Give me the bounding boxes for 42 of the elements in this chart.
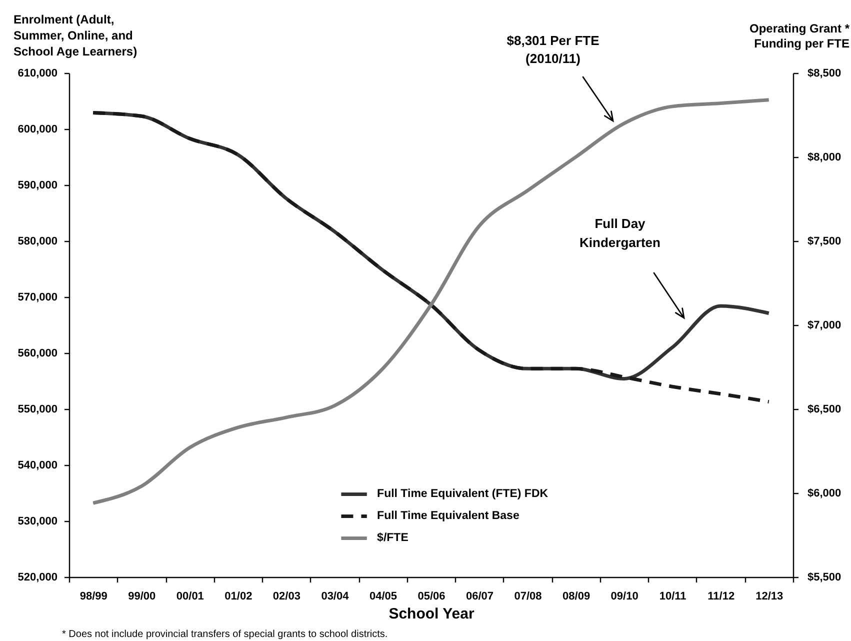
- x-tick-label: 99/00: [128, 590, 156, 602]
- y2-axis-title: Operating Grant * Funding per FTE: [749, 22, 850, 50]
- x-tick-label: 00/01: [176, 590, 204, 602]
- x-tick-label: 06/07: [466, 590, 494, 602]
- x-tick-label: 01/02: [224, 590, 252, 602]
- y-tick-label: 560,000: [18, 348, 58, 360]
- legend-label: $/FTE: [377, 532, 409, 544]
- x-tick-label: 08/09: [562, 590, 590, 602]
- x-tick-label: 03/04: [321, 590, 350, 602]
- x-tick-label: 11/12: [708, 590, 735, 602]
- y-axis-title: Enrolment (Adult, Summer, Online, and School Age Learners): [14, 12, 138, 58]
- y-tick-label: 540,000: [18, 460, 58, 472]
- y2-tick-label: $5,500: [808, 572, 842, 584]
- y-tick-label: 530,000: [18, 516, 58, 528]
- y-tick-label: 590,000: [18, 180, 58, 192]
- y2-tick-label: $7,000: [808, 320, 842, 332]
- y-tick-label: 570,000: [18, 292, 58, 304]
- y-tick-label: 550,000: [18, 404, 58, 416]
- x-axis-title: School Year: [388, 606, 474, 622]
- line-series: [91, 98, 771, 505]
- x-tick-label: 10/11: [659, 590, 686, 602]
- y-tick-label: 520,000: [18, 572, 58, 584]
- x-tick-label: 04/05: [369, 590, 397, 602]
- y2-tick-label: $6,000: [808, 488, 842, 500]
- text: * Does not include provincial transfers of special grants to school districts.: [62, 629, 388, 640]
- y2-tick-label: $6,500: [808, 404, 842, 416]
- y-tick-label: 600,000: [18, 124, 58, 136]
- x-tick-label: 07/08: [514, 590, 542, 602]
- text: $8,301 Per FTE (2010/11): [506, 33, 600, 66]
- y2-tick-label: $8,500: [808, 68, 842, 80]
- x-tick-label: 12/13: [756, 590, 784, 602]
- x-tick-label: 09/10: [610, 590, 638, 602]
- annotation: Full Day Kindergarten: [580, 216, 661, 250]
- y-tick-label: 610,000: [18, 68, 58, 80]
- x-tick-label: 05/06: [418, 590, 446, 602]
- legend-label: Full Time Equivalent (FTE) FDK: [377, 488, 549, 500]
- y2-tick-label: $8,000: [808, 152, 842, 164]
- y2-tick-label: $7,500: [808, 236, 842, 248]
- x-tick-label: 98/99: [80, 590, 108, 602]
- legend-label: Full Time Equivalent Base: [377, 510, 520, 522]
- y-tick-label: 580,000: [18, 236, 58, 248]
- x-tick-label: 02/03: [272, 590, 300, 602]
